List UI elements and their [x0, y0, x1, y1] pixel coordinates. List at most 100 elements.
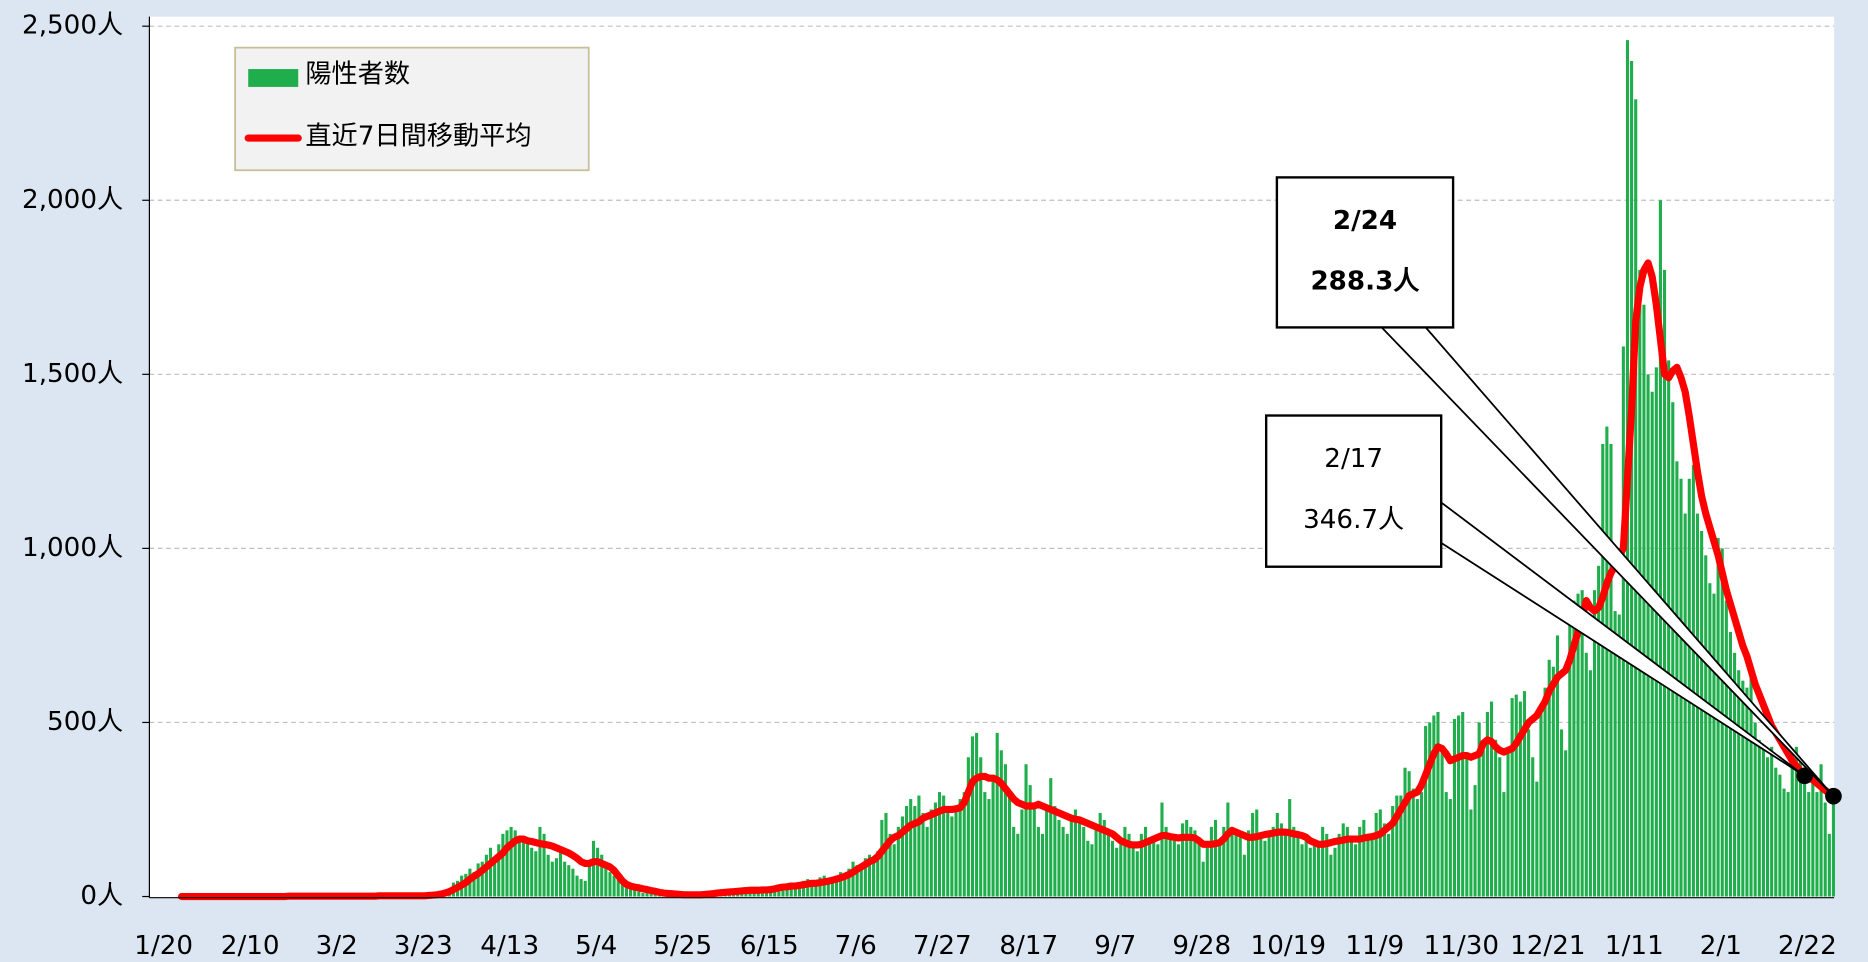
bar	[1354, 844, 1358, 897]
bar	[1601, 443, 1605, 897]
bar	[1345, 826, 1349, 897]
bar	[1242, 854, 1246, 897]
bar	[1798, 760, 1803, 897]
bar	[501, 833, 505, 897]
y-tick-label: 1,500人	[22, 359, 123, 389]
labels: 0人 500人 1,000人 1,500人 2,000人 2,500人 1/20 2/10 3/…	[22, 11, 1837, 961]
bar	[975, 732, 979, 897]
bar	[596, 847, 600, 897]
bar	[1028, 785, 1032, 897]
bar	[1543, 687, 1547, 897]
bar	[1082, 826, 1086, 897]
bar	[1650, 391, 1654, 897]
bar	[538, 826, 542, 897]
bar	[1621, 346, 1625, 897]
x-tick-label: 4/13	[480, 931, 539, 961]
bar	[810, 884, 814, 897]
bar	[1078, 819, 1082, 897]
bar	[653, 893, 657, 897]
bar	[1049, 778, 1053, 897]
bar	[1036, 826, 1040, 897]
bar	[1658, 200, 1662, 897]
bar	[1510, 698, 1514, 897]
bar	[1617, 614, 1621, 897]
x-tick-label: 11/9	[1345, 931, 1404, 961]
bar	[1667, 360, 1671, 897]
bar	[1588, 670, 1592, 897]
bar	[558, 851, 563, 897]
bar	[954, 806, 958, 897]
bar	[1522, 691, 1527, 897]
bar	[1477, 722, 1481, 897]
bar	[530, 847, 534, 897]
bar	[1209, 826, 1213, 897]
x-tick-label: 2/22	[1778, 931, 1837, 961]
bar	[1489, 701, 1494, 897]
bar	[1774, 767, 1778, 897]
bar	[1683, 513, 1687, 897]
bar	[1382, 823, 1386, 897]
x-tick-label: 3/23	[394, 931, 453, 961]
bar	[1181, 823, 1185, 897]
bar	[1213, 819, 1218, 897]
bar	[591, 840, 596, 897]
legend: 陽性者数 直近7日間移動平均	[234, 46, 590, 172]
bar	[1094, 826, 1098, 897]
bar	[1704, 555, 1708, 897]
bar	[1271, 826, 1275, 897]
bar	[1440, 750, 1444, 897]
bar	[1634, 99, 1638, 897]
bar	[925, 826, 929, 897]
bar	[1457, 715, 1461, 897]
bar	[608, 872, 612, 897]
bar	[1251, 812, 1255, 897]
bar	[1263, 840, 1267, 897]
bar	[1325, 833, 1329, 897]
bar	[1176, 844, 1181, 897]
bar	[1073, 809, 1078, 897]
bar	[484, 854, 488, 897]
bar	[958, 799, 962, 897]
bar	[1378, 809, 1382, 897]
bar	[1498, 757, 1502, 897]
bar	[600, 854, 604, 897]
bar	[1724, 600, 1728, 897]
bar	[867, 854, 872, 897]
bar	[1831, 795, 1835, 897]
bar	[1782, 788, 1786, 897]
bar	[1234, 833, 1238, 897]
bar	[624, 886, 628, 897]
bar	[822, 875, 826, 897]
bar	[1102, 819, 1106, 897]
bar	[1024, 764, 1028, 897]
bar	[1238, 837, 1242, 897]
bar	[1572, 600, 1576, 897]
bar	[620, 882, 624, 897]
bar	[604, 865, 608, 897]
bar	[517, 837, 521, 897]
bar	[1090, 844, 1094, 897]
bar	[563, 861, 567, 897]
bar	[1630, 61, 1634, 897]
bar	[1728, 631, 1733, 897]
bar	[1139, 833, 1143, 897]
bar	[1560, 729, 1564, 897]
bar	[1700, 530, 1704, 897]
bar	[950, 816, 954, 897]
bar	[1811, 781, 1815, 897]
bar	[830, 880, 834, 897]
bar	[1646, 374, 1650, 897]
bar	[641, 893, 645, 897]
bar	[839, 872, 843, 897]
legend-label: 直近7日間移動平均	[305, 121, 531, 151]
bar	[785, 887, 789, 897]
bar	[1687, 478, 1691, 897]
bar	[987, 799, 991, 897]
bar	[1386, 833, 1391, 897]
bar	[1749, 677, 1753, 897]
bar	[847, 868, 851, 897]
bar	[876, 851, 880, 897]
bar	[542, 833, 546, 897]
bar	[546, 854, 550, 897]
